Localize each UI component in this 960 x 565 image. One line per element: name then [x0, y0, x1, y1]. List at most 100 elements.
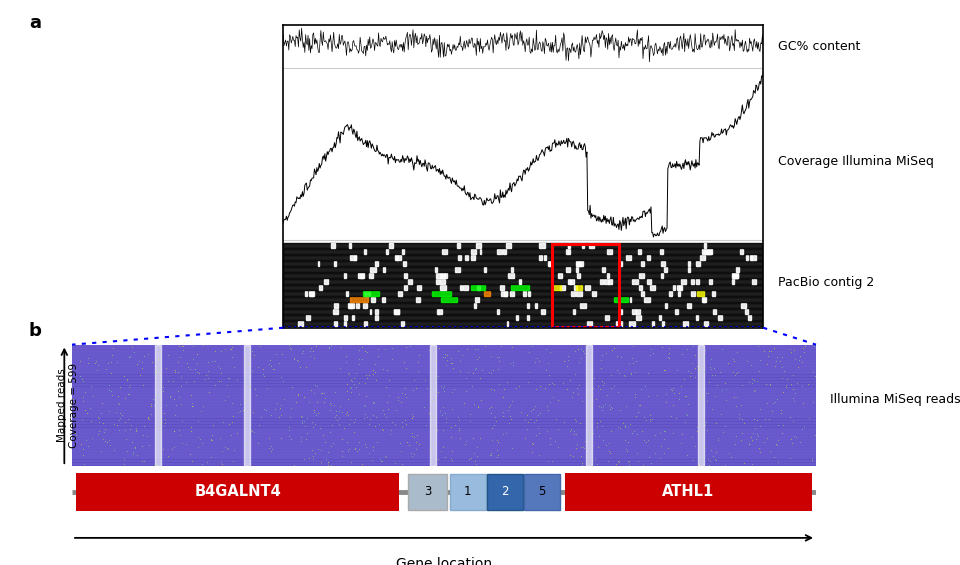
Point	[69, 431, 84, 440]
Point	[168, 368, 183, 377]
Point	[102, 436, 117, 445]
Point	[733, 401, 749, 410]
Point	[260, 384, 276, 393]
Point	[707, 364, 722, 373]
Point	[750, 430, 765, 439]
Point	[294, 431, 309, 440]
Bar	[72, 418, 816, 419]
Point	[596, 381, 612, 390]
Bar	[702, 297, 705, 302]
Point	[731, 456, 746, 465]
Point	[594, 403, 610, 412]
Point	[88, 407, 104, 416]
Point	[695, 392, 710, 401]
Point	[582, 356, 597, 365]
Point	[127, 348, 142, 357]
Bar	[72, 401, 816, 402]
Point	[800, 414, 815, 423]
Point	[201, 386, 216, 396]
Point	[708, 392, 723, 401]
Bar	[441, 297, 458, 302]
Point	[600, 391, 615, 400]
Point	[768, 362, 783, 371]
Point	[299, 363, 314, 372]
Point	[745, 375, 760, 384]
Point	[244, 427, 259, 436]
Point	[136, 407, 152, 416]
Point	[215, 460, 230, 470]
Point	[787, 346, 803, 355]
Point	[348, 415, 363, 424]
Point	[634, 347, 649, 356]
Point	[84, 405, 100, 414]
Point	[734, 454, 750, 463]
Point	[438, 453, 453, 462]
Point	[807, 423, 823, 432]
Point	[227, 460, 242, 469]
Point	[602, 407, 617, 416]
Point	[211, 377, 227, 386]
Point	[130, 372, 145, 381]
Point	[282, 341, 298, 350]
Point	[451, 429, 467, 438]
Point	[186, 377, 202, 386]
Point	[492, 398, 507, 407]
Point	[652, 420, 667, 429]
Point	[156, 394, 172, 403]
Point	[186, 360, 202, 370]
Point	[711, 441, 727, 450]
Bar	[691, 279, 693, 284]
Point	[105, 341, 120, 350]
Point	[308, 381, 324, 390]
Point	[698, 346, 713, 355]
Bar	[660, 315, 661, 320]
Point	[172, 393, 187, 402]
Point	[370, 438, 385, 447]
Point	[516, 442, 532, 451]
Point	[643, 441, 659, 450]
Point	[143, 397, 158, 406]
Point	[300, 429, 316, 438]
Point	[173, 431, 188, 440]
Point	[806, 407, 822, 416]
Point	[360, 374, 375, 383]
Bar	[568, 249, 570, 254]
Point	[444, 354, 459, 363]
Point	[381, 444, 396, 453]
Point	[671, 347, 686, 357]
Bar	[613, 297, 628, 302]
Point	[266, 414, 281, 423]
Point	[160, 351, 176, 360]
Bar	[443, 273, 447, 278]
Point	[621, 433, 636, 442]
Point	[322, 394, 337, 403]
Point	[484, 352, 499, 361]
Point	[379, 413, 395, 422]
Point	[213, 364, 228, 373]
Point	[796, 360, 811, 370]
Point	[506, 454, 521, 463]
Point	[604, 407, 619, 416]
Point	[356, 437, 372, 446]
Point	[412, 447, 427, 456]
Point	[455, 351, 470, 360]
Point	[384, 426, 399, 435]
Point	[754, 356, 769, 365]
Point	[446, 385, 462, 394]
Bar	[402, 261, 406, 266]
Point	[152, 395, 167, 404]
Point	[71, 408, 86, 417]
Point	[761, 347, 777, 356]
Point	[729, 369, 744, 378]
Point	[266, 440, 281, 449]
Point	[772, 434, 787, 444]
Bar	[72, 392, 816, 393]
Point	[307, 354, 323, 363]
Point	[372, 345, 387, 354]
Bar	[661, 261, 665, 266]
Point	[199, 388, 214, 397]
Point	[754, 448, 769, 457]
Point	[436, 384, 451, 393]
Point	[643, 459, 659, 468]
Bar	[485, 267, 486, 272]
